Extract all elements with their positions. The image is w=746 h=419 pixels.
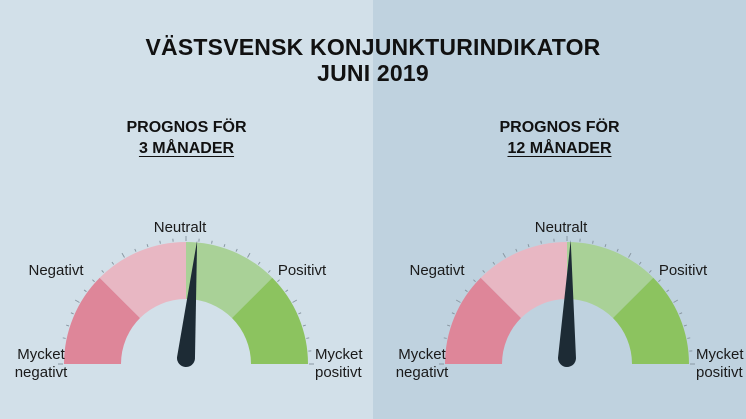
gauge-12m-tick-mark — [464, 289, 468, 293]
page-title: VÄSTSVENSK KONJUNKTURINDIKATOR JUNI 2019 — [0, 34, 746, 86]
gauge-3m-tick-mark — [223, 244, 226, 248]
gauge-12m-heading-line-1: PROGNOS FÖR — [499, 119, 620, 136]
gauge-3m-tick-mark — [306, 337, 310, 339]
gauge-12m-heading: PROGNOS FÖR 12 MÅNADER — [373, 117, 746, 159]
gauge-12m-heading-line-2: 12 MÅNADER — [507, 140, 612, 157]
gauge-3m-tick-mark — [74, 299, 80, 303]
gauge-3m-label-very-negative-line-1: Mycket — [17, 346, 65, 363]
gauge-3m-segment-negative — [99, 242, 186, 319]
gauge-3m-tick-mark — [134, 248, 137, 252]
gauge-3m-segment-positive — [186, 242, 273, 319]
gauge-3m-tick-mark — [121, 252, 125, 258]
gauge-12m-segment-negative — [480, 242, 567, 319]
gauge-12m: MycketnegativtNegativtNeutraltPositivtMy… — [396, 219, 745, 381]
gauge-3m-tick-mark — [247, 252, 251, 258]
gauge-3m-label-very-positive-line-1: Mycket — [315, 346, 363, 363]
gauge-12m-tick-mark — [592, 240, 594, 244]
gauge-12m-segment-very-negative — [444, 277, 522, 364]
gauge-3m-tick-mark — [111, 261, 115, 265]
gauge-3m-tick-mark — [101, 270, 105, 273]
gauge-12m-tick-mark — [666, 289, 670, 293]
gauge-12m-tick-mark — [492, 261, 496, 265]
gauge-3m-tick-mark — [146, 244, 149, 248]
gauge-12m-tick-mark — [527, 244, 530, 248]
gauge-3m-label-negative: Negativt — [28, 262, 84, 279]
gauge-3m-tick-mark — [285, 289, 289, 293]
gauge-12m-tick-mark — [451, 312, 455, 315]
gauge-12m-needle — [557, 240, 576, 368]
gauge-3m-tick-mark — [257, 261, 261, 265]
gauge-3m-segment-very-negative — [64, 277, 141, 364]
gauge-3m-tick-mark — [211, 240, 213, 244]
gauge-3m-tick-mark — [92, 279, 95, 283]
gauge-12m-tick-mark — [447, 324, 451, 327]
gauge-3m-tick-mark — [70, 312, 74, 315]
gauge-3m-tick-mark — [298, 312, 302, 315]
gauge-12m-label-very-positive-line-1: Mycket — [696, 346, 744, 363]
gauge-3m-tick-mark — [159, 240, 161, 244]
gauge-3m-label-very-negative-line-2: negativt — [15, 364, 68, 381]
gauge-12m-tick-mark — [616, 248, 619, 252]
gauge-12m-label-positive: Positivt — [659, 262, 708, 279]
gauge-3m-heading-line-1: PROGNOS FÖR — [126, 119, 247, 136]
gauge-3m-label-positive: Positivt — [278, 262, 327, 279]
gauge-3m-tick-mark — [66, 324, 70, 327]
gauge-3m-tick-mark — [267, 270, 271, 273]
gauge-12m-label-neutral: Neutralt — [535, 219, 588, 236]
gauge-12m-tick-mark — [515, 248, 518, 252]
gauge-3m-label-very-positive-line-2: positivt — [315, 364, 363, 381]
gauge-12m-tick-mark — [473, 279, 476, 283]
gauge-3m-tick-mark — [83, 289, 87, 293]
gauge-12m-tick-mark — [628, 252, 632, 258]
gauge-3m-heading: PROGNOS FÖR 3 MÅNADER — [0, 117, 373, 159]
gauge-12m-label-negative: Negativt — [409, 262, 465, 279]
gauge-12m-tick-mark — [658, 279, 661, 283]
gauge-3m-tick-mark — [292, 299, 298, 303]
gauge-3m-tick-mark — [302, 324, 306, 327]
gauge-12m-segment-very-positive — [612, 277, 689, 364]
gauge-12m-label-very-negative-line-1: Mycket — [398, 346, 446, 363]
gauge-12m-tick-mark — [604, 244, 607, 248]
title-line-2: JUNI 2019 — [317, 60, 429, 86]
gauge-12m-tick-mark — [482, 270, 486, 273]
gauge-3m-tick-mark — [62, 337, 66, 339]
gauge-3m-label-neutral: Neutralt — [154, 219, 207, 236]
gauge-12m-tick-mark — [679, 312, 683, 315]
gauge-12m-tick-mark — [540, 240, 542, 244]
gauge-12m-tick-mark — [648, 270, 652, 273]
gauge-12m-segment-positive — [567, 242, 654, 319]
gauge-3m-segment-very-positive — [231, 277, 308, 364]
gauge-12m-tick-mark — [638, 261, 642, 265]
gauge-12m-tick-mark — [502, 252, 506, 258]
gauge-12m-tick-mark — [455, 299, 461, 303]
gauge-3m-needle — [176, 240, 198, 368]
gauge-12m-tick-mark — [683, 324, 687, 327]
gauge-3m: MycketnegativtNegativtNeutraltPositivtMy… — [15, 219, 364, 381]
gauge-3m-heading-line-2: 3 MÅNADER — [138, 140, 235, 157]
gauge-12m-label-very-negative-line-2: negativt — [396, 364, 449, 381]
title-line-1: VÄSTSVENSK KONJUNKTURINDIKATOR — [145, 34, 601, 60]
gauge-12m-tick-mark — [687, 337, 691, 339]
gauge-3m-tick-mark — [235, 248, 238, 252]
gauge-12m-label-very-positive-line-2: positivt — [696, 364, 744, 381]
gauge-12m-tick-mark — [673, 299, 679, 303]
gauge-3m-tick-mark — [277, 279, 280, 283]
gauge-12m-tick-mark — [443, 337, 447, 339]
